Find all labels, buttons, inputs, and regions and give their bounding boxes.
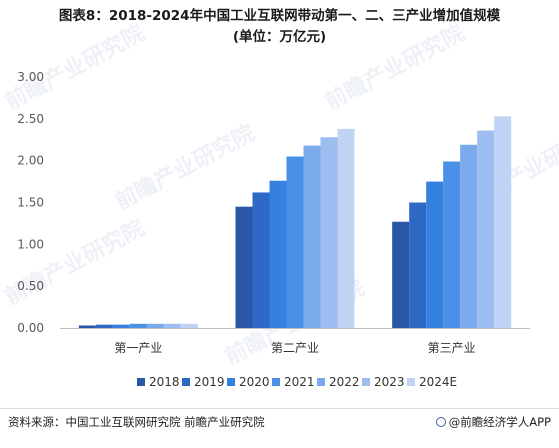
y-tick-label-0: 0.00 — [17, 321, 44, 335]
y-tick-label-3: 1.50 — [17, 196, 44, 210]
bar-2022-3 — [460, 144, 478, 328]
chart-title: 图表8：2018-2024年中国工业互联网带动第一、二、三产业增加值规模 (单位… — [0, 6, 559, 48]
legend-label-2022: 2022 — [329, 375, 360, 389]
watermark-text-4: 前瞻产业研究院 — [1, 215, 149, 310]
legend-swatch-2024E — [407, 378, 415, 386]
bar-2023-3 — [477, 130, 495, 328]
legend-swatch-2019 — [182, 378, 190, 386]
bar-2022-2 — [303, 145, 321, 328]
bar-2024E-2 — [337, 128, 355, 328]
y-tick-label-5: 2.50 — [17, 112, 44, 126]
x-tick-label-1: 第一产业 — [114, 341, 162, 355]
bar-2020-1 — [112, 324, 130, 328]
bar-2018-3 — [392, 221, 410, 328]
bar-2023-1 — [163, 323, 181, 328]
bar-2021-3 — [443, 161, 461, 328]
bar-2022-1 — [146, 323, 164, 328]
y-tick-label-6: 3.00 — [17, 70, 44, 84]
bar-2021-1 — [129, 323, 147, 328]
y-tick-label-2: 1.00 — [17, 237, 44, 251]
bar-2023-2 — [320, 137, 338, 328]
source-divider — [0, 408, 559, 409]
bar-2020-3 — [426, 181, 444, 328]
title-line-2: (单位：万亿元) — [232, 29, 327, 45]
y-tick-label-1: 0.50 — [17, 279, 44, 293]
legend-swatch-2022 — [317, 378, 325, 386]
bar-2019-2 — [252, 192, 270, 328]
brand-text: @前瞻经济学人APP — [448, 415, 551, 429]
legend-label-2024E: 2024E — [419, 375, 457, 389]
y-tick-label-4: 2.00 — [17, 154, 44, 168]
bar-2021-2 — [286, 156, 304, 328]
legend-swatch-2018 — [137, 378, 145, 386]
brand-logo-icon — [435, 417, 446, 427]
legend-label-2023: 2023 — [374, 375, 405, 389]
x-tick-label-2: 第二产业 — [271, 341, 319, 355]
legend-swatch-2023 — [362, 378, 370, 386]
legend-label-2019: 2019 — [194, 375, 225, 389]
bar-2019-3 — [409, 202, 427, 328]
x-tick-label-3: 第三产业 — [428, 341, 476, 355]
brand-badge: @前瞻经济学人APP — [435, 414, 551, 430]
bar-2024E-1 — [180, 323, 198, 328]
watermark-text-2: 前瞻产业研究院 — [111, 120, 259, 215]
bar-2024E-3 — [494, 116, 512, 328]
bar-2018-1 — [78, 325, 96, 328]
title-line-1: 图表8：2018-2024年中国工业互联网带动第一、二、三产业增加值规模 — [58, 8, 501, 24]
legend-label-2018: 2018 — [149, 375, 180, 389]
bar-2018-2 — [235, 206, 253, 328]
legend-label-2020: 2020 — [239, 375, 270, 389]
bar-2020-2 — [269, 180, 287, 328]
bar-2019-1 — [95, 324, 113, 328]
legend-swatch-2021 — [272, 378, 280, 386]
source-footer: 资料来源：中国工业互联网研究院 前瞻产业研究院 @前瞻经济学人APP — [8, 414, 551, 430]
watermark-text-3: 前瞻产业研究院 — [321, 20, 469, 115]
source-text: 资料来源：中国工业互联网研究院 前瞻产业研究院 — [8, 415, 265, 429]
legend-swatch-2020 — [227, 378, 235, 386]
watermark-text-1: 前瞻产业研究院 — [1, 20, 149, 115]
legend-label-2021: 2021 — [284, 375, 315, 389]
